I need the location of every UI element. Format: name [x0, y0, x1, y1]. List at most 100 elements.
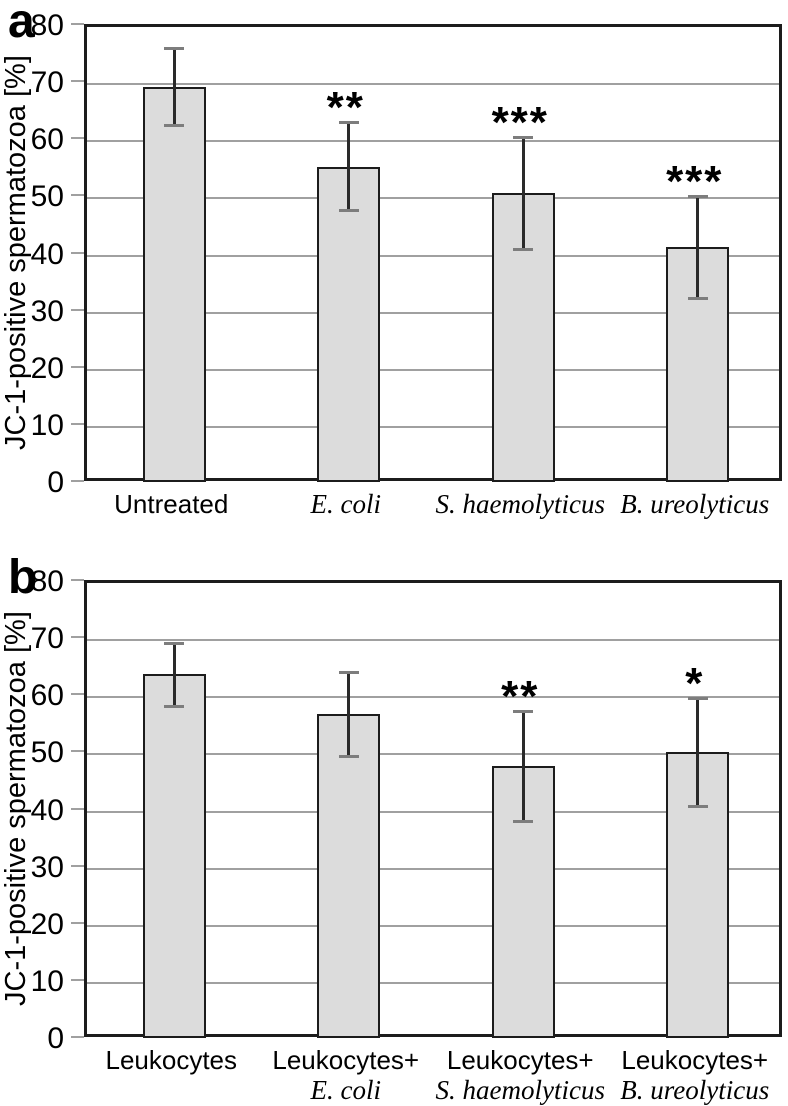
y-tick-label: 20	[30, 351, 64, 385]
error-bar	[521, 137, 525, 249]
error-bar-cap	[164, 47, 185, 51]
y-tick-label: 80	[30, 9, 64, 42]
x-category-line1: B. ureolyticus	[620, 489, 770, 519]
y-tick-label: 50	[30, 736, 64, 770]
panel-b: b JC-1-positive spermatozoa [%] 0 10 20 30 4…	[0, 551, 788, 1106]
gridline	[87, 810, 779, 813]
gridline	[87, 639, 779, 642]
error-bar	[347, 121, 351, 211]
error-bar-cap	[164, 704, 185, 708]
y-tick-mark	[71, 80, 84, 83]
panel-label-a: a	[8, 0, 35, 48]
plot-area	[84, 24, 782, 482]
y-tick-mark	[71, 864, 84, 867]
y-tick-label: 0	[47, 466, 64, 499]
error-bar-cap	[513, 136, 534, 140]
x-category-line1: Leukocytes	[105, 1045, 238, 1075]
x-category-label: S. haemolyticus	[410, 489, 630, 519]
x-category-label: Leukocytes	[61, 1045, 281, 1075]
bar	[317, 714, 381, 1038]
x-category-line1: S. haemolyticus	[435, 489, 605, 519]
error-bar-cap	[338, 671, 359, 675]
error-bar	[696, 698, 700, 806]
error-bar-cap	[687, 194, 708, 198]
y-tick-label: 0	[47, 1022, 64, 1055]
x-category-label: B. ureolyticus	[585, 489, 788, 519]
y-tick-label: 80	[30, 565, 64, 598]
error-bar-cap	[687, 296, 708, 300]
significance-marker: ***	[491, 98, 549, 148]
y-tick-mark	[71, 365, 84, 368]
significance-marker: **	[501, 671, 540, 721]
bar	[666, 751, 730, 1038]
y-tick-label: 50	[30, 180, 64, 214]
y-tick-label: 10	[30, 408, 64, 442]
error-bar	[172, 642, 176, 706]
x-category-label: Leukocytes+ E. coli	[236, 1045, 456, 1105]
error-bar	[696, 195, 700, 298]
x-category-line2: B. ureolyticus	[620, 1075, 770, 1105]
x-category-label: Leukocytes+ B. ureolyticus	[585, 1045, 788, 1105]
gridline	[87, 197, 779, 200]
x-category-line1: Leukocytes+	[621, 1045, 769, 1075]
x-category-label: Leukocytes+ S. haemolyticus	[410, 1045, 630, 1105]
y-tick-mark	[71, 308, 84, 311]
y-tick-mark	[71, 137, 84, 140]
x-category-line1: Leukocytes+	[272, 1045, 420, 1075]
gridline	[87, 311, 779, 314]
y-tick-mark	[71, 1036, 84, 1038]
gridline	[87, 83, 779, 86]
bar	[142, 86, 206, 482]
y-tick-mark	[71, 480, 84, 482]
gridline	[87, 981, 779, 984]
gridline	[87, 696, 779, 699]
y-tick-label: 30	[30, 850, 64, 884]
x-category-line2: S. haemolyticus	[435, 1075, 605, 1105]
gridline	[87, 140, 779, 143]
error-bar-cap	[164, 641, 185, 645]
y-tick-label: 70	[30, 66, 64, 100]
y-tick-mark	[71, 194, 84, 197]
error-bar-cap	[687, 697, 708, 701]
error-bar-cap	[164, 123, 185, 127]
plot-area	[84, 580, 782, 1038]
y-tick-label: 30	[30, 294, 64, 328]
panel-a: a JC-1-positive spermatozoa [%] 0 10 20 30 4…	[0, 0, 788, 519]
y-tick-mark	[71, 921, 84, 924]
error-bar	[347, 672, 351, 756]
x-category-line1: Leukocytes+	[446, 1045, 594, 1075]
y-tick-mark	[71, 807, 84, 810]
y-tick-mark	[71, 251, 84, 254]
x-category-label: E. coli	[236, 489, 456, 519]
significance-marker: ***	[666, 156, 724, 206]
y-tick-mark	[71, 978, 84, 981]
y-tick-label: 20	[30, 907, 64, 941]
x-category-line1: Untreated	[114, 489, 229, 519]
y-tick-mark	[71, 750, 84, 753]
y-tick-mark	[71, 579, 84, 581]
y-tick-mark	[71, 693, 84, 696]
gridline	[87, 368, 779, 371]
x-category-label: Untreated	[61, 489, 281, 519]
panel-label-b: b	[8, 551, 38, 604]
gridline	[87, 753, 779, 756]
error-bar-cap	[513, 247, 534, 251]
error-bar	[521, 710, 525, 821]
x-category-line1: E. coli	[310, 489, 381, 519]
bar	[317, 166, 381, 482]
significance-marker: *	[685, 659, 705, 709]
y-tick-mark	[71, 422, 84, 425]
error-bar	[172, 48, 176, 125]
gridline	[87, 254, 779, 257]
gridline	[87, 867, 779, 870]
error-bar-cap	[687, 804, 708, 808]
y-tick-label: 10	[30, 964, 64, 998]
error-bar-cap	[513, 819, 534, 823]
x-category-line2: E. coli	[310, 1075, 381, 1105]
significance-marker: **	[326, 82, 365, 132]
y-tick-mark	[71, 636, 84, 639]
error-bar-cap	[338, 120, 359, 124]
error-bar-cap	[513, 709, 534, 713]
bar	[142, 674, 206, 1038]
